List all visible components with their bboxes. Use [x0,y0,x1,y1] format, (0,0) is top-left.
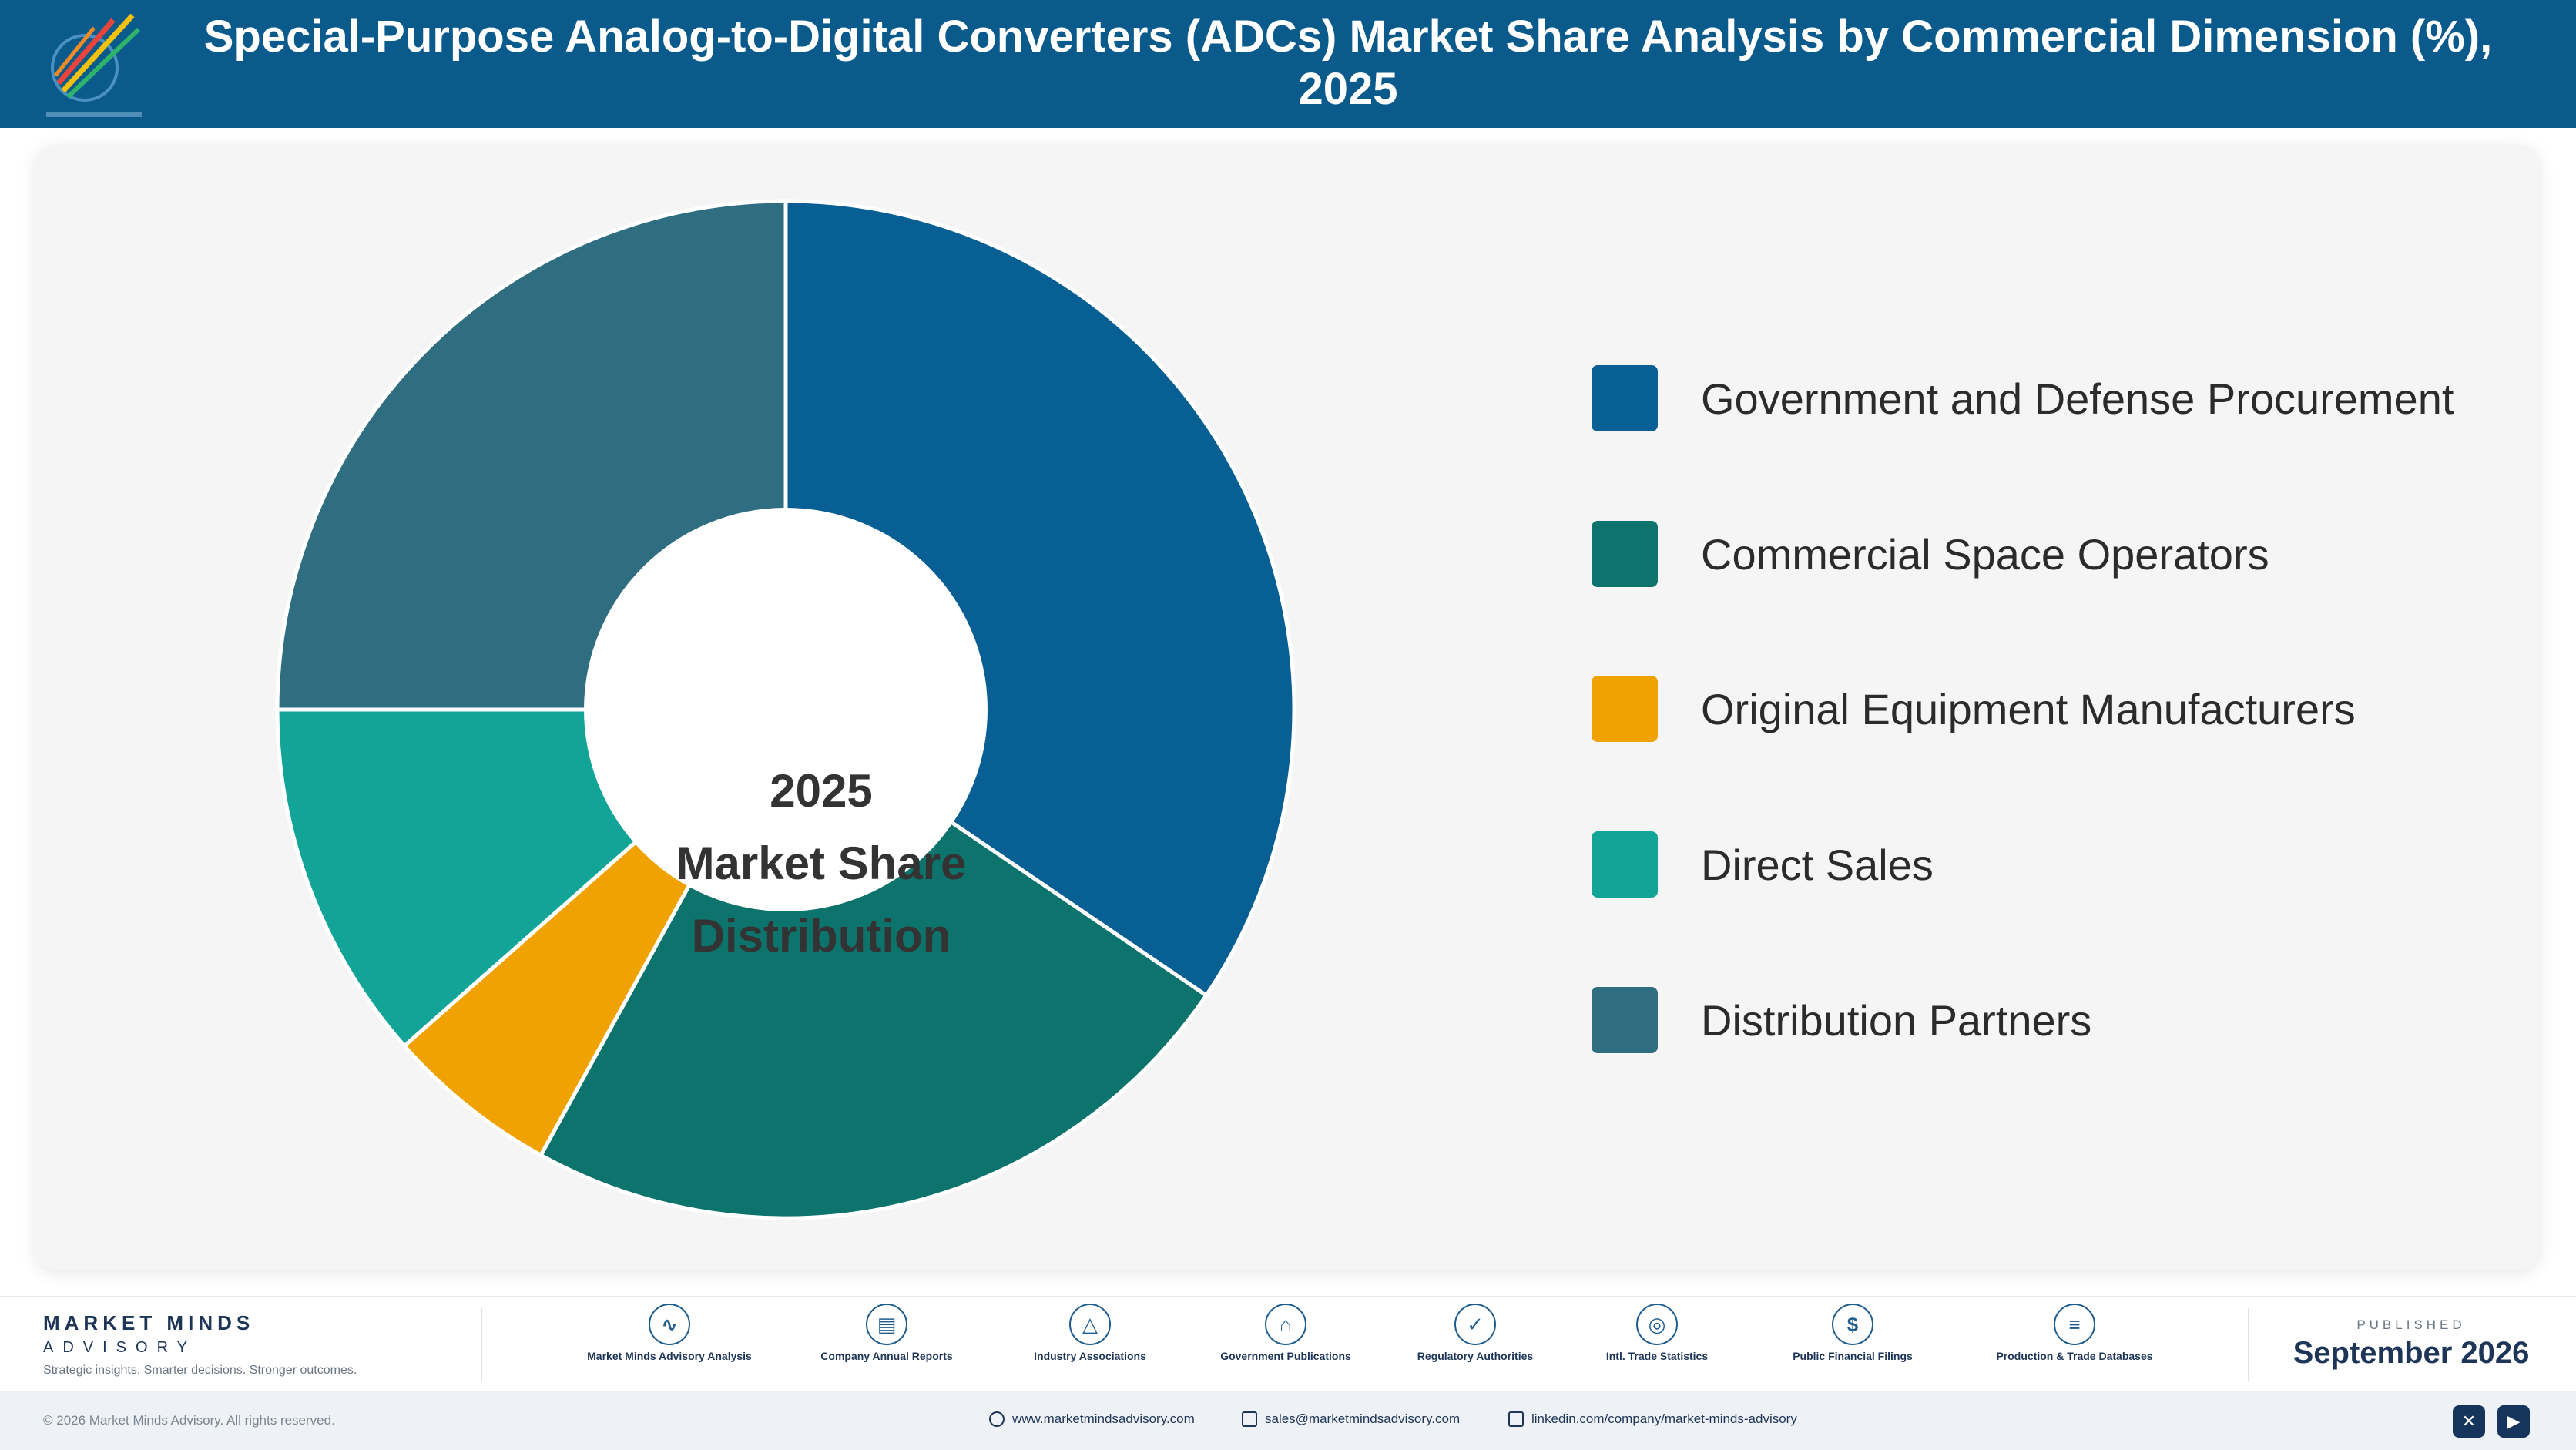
brand-name: MARKET MINDS [43,1311,255,1334]
legend-label: Direct Sales [1701,840,1934,889]
source-label: Intl. Trade Statistics [1605,1350,1709,1362]
mail-icon [1242,1411,1257,1427]
legend-swatch [1592,365,1658,431]
shield-check-icon: ✓ [1454,1304,1496,1345]
source-label: Government Publications [1220,1350,1351,1362]
source-government-publications: ⌂ Government Publications [1193,1304,1378,1363]
website-link[interactable]: www.marketmindsadvisory.com [989,1411,1195,1427]
globe-icon: ◎ [1636,1304,1678,1345]
source-financial-filings: $ Public Financial Filings [1760,1304,1945,1363]
header-bar: Special-Purpose Analog-to-Digital Conver… [0,0,2576,128]
legend-swatch [1592,987,1658,1053]
legend-item-government-defense: Government and Defense Procurement [1592,364,2454,433]
footer-contact-bar: © 2026 Market Minds Advisory. All rights… [0,1391,2576,1450]
chart-line-icon: ∿ [649,1304,690,1345]
center-label-line3: Distribution [691,910,951,962]
divider [2248,1308,2249,1381]
brand-subtitle: ADVISORY [43,1339,196,1356]
legend-item-oem: Original Equipment Manufacturers [1592,674,2356,743]
donut-center-label: 2025 Market Share Distribution [621,755,1021,972]
legend-item-direct-sales: Direct Sales [1592,830,1934,899]
legend-label: Commercial Space Operators [1701,529,2269,579]
source-label: Production & Trade Databases [1996,1350,2153,1362]
legend-item-distribution-partners: Distribution Partners [1592,985,2091,1055]
source-label: Company Annual Reports [820,1350,953,1362]
pie-slice-commercial-space-operators [538,707,1209,1220]
source-regulatory-authorities: ✓ Regulatory Authorities [1383,1304,1568,1363]
source-label: Market Minds Advisory Analysis [587,1350,752,1362]
government-building-icon: ⌂ [1265,1304,1306,1345]
pie-slice-government-and-defense-procurement [783,199,1296,999]
published-date: September 2026 [2293,1336,2530,1370]
dollar-coin-icon: $ [1832,1304,1873,1345]
document-icon: ▤ [866,1304,907,1345]
linkedin-icon [1508,1411,1524,1427]
footer-sources-bar: MARKET MINDS ADVISORY Strategic insights… [0,1296,2576,1390]
legend-swatch [1592,521,1658,587]
globe-icon [989,1411,1005,1427]
legend-label: Original Equipment Manufacturers [1701,684,2356,733]
youtube-social-icon[interactable]: ▶ [2497,1405,2530,1438]
legend-swatch [1592,831,1658,898]
logo-icon [46,13,142,117]
email-text: sales@marketmindsadvisory.com [1265,1411,1461,1426]
website-text: www.marketmindsadvisory.com [1012,1411,1195,1426]
donut-hole [584,508,988,911]
brand-tagline: Strategic insights. Smarter decisions. S… [43,1364,357,1377]
center-label-line2: Market Share [676,837,967,889]
source-industry-associations: △ Industry Associations [998,1304,1182,1363]
source-label: Regulatory Authorities [1417,1350,1534,1362]
source-label: Industry Associations [1034,1350,1146,1362]
donut-chart [275,199,1296,1220]
network-icon: △ [1069,1304,1111,1345]
source-company-reports: ▤ Company Annual Reports [794,1304,979,1363]
published-label: PUBLISHED [2356,1317,2466,1332]
center-label-year: 2025 [770,765,873,817]
divider [481,1308,482,1381]
linkedin-link[interactable]: linkedin.com/company/market-minds-adviso… [1508,1411,1797,1427]
source-market-minds-analysis: ∿ Market Minds Advisory Analysis [577,1304,762,1363]
chart-title: Special-Purpose Analog-to-Digital Conver… [203,12,2493,114]
source-production-databases: ≡ Production & Trade Databases [1982,1304,2167,1363]
copyright-text: © 2026 Market Minds Advisory. All rights… [43,1413,335,1428]
database-icon: ≡ [2054,1304,2095,1345]
legend-label: Government and Defense Procurement [1701,374,2454,423]
x-social-icon[interactable]: ✕ [2453,1405,2485,1438]
chart-card: 2025 Market Share Distribution Governmen… [35,145,2539,1270]
email-link[interactable]: sales@marketmindsadvisory.com [1242,1411,1460,1427]
legend-swatch [1592,676,1658,742]
linkedin-text: linkedin.com/company/market-minds-adviso… [1531,1411,1797,1426]
source-trade-statistics: ◎ Intl. Trade Statistics [1565,1304,1749,1363]
legend-label: Distribution Partners [1701,995,2092,1045]
source-label: Public Financial Filings [1793,1350,1913,1362]
legend-item-commercial-space: Commercial Space Operators [1592,519,2269,589]
